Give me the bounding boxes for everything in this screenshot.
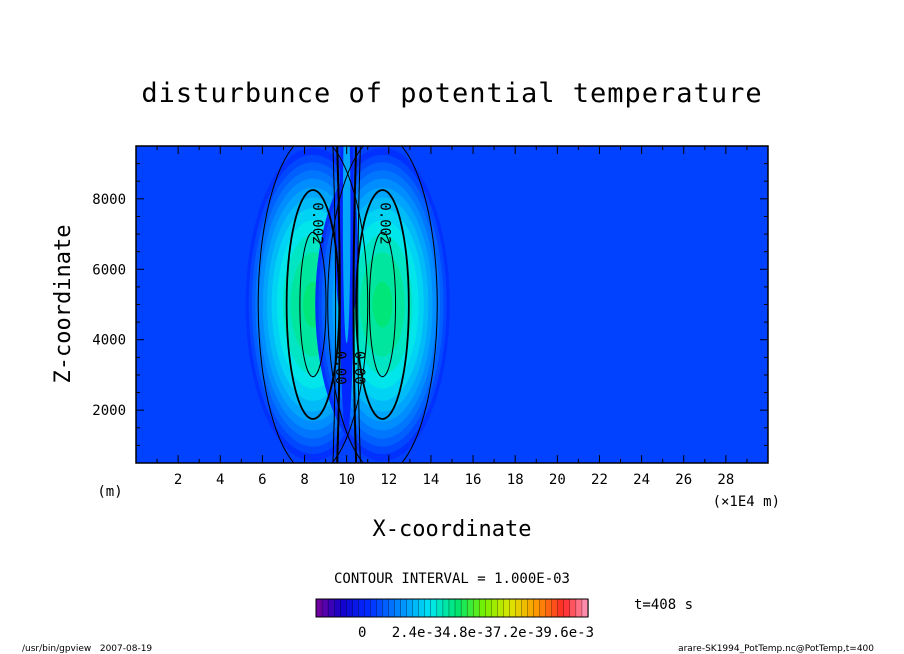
colorbar-swatch	[376, 598, 384, 618]
colorbar-swatch	[418, 598, 426, 618]
colorbar-swatch	[485, 598, 492, 618]
field-core	[342, 146, 351, 344]
contour-line	[357, 146, 361, 463]
y-tick-label: 8000	[92, 192, 126, 208]
colorbar-swatch	[479, 598, 486, 618]
x-tick-label: 10	[338, 472, 355, 488]
x-scale-label: (×1E4 m)	[713, 494, 780, 510]
x-tick-label: 18	[507, 472, 524, 488]
colorbar-swatch	[521, 598, 529, 618]
x-tick-label: 4	[216, 472, 224, 488]
contour-line	[352, 146, 358, 463]
colorbar-swatch	[569, 598, 577, 618]
colorbar-swatch	[533, 598, 541, 618]
x-tick-label: 28	[717, 472, 734, 488]
colorbar-swatch	[515, 598, 523, 618]
colorbar-swatch	[527, 598, 535, 618]
x-tick-label: 6	[258, 472, 266, 488]
colorbar-swatch	[315, 598, 323, 618]
contour-line	[355, 189, 410, 420]
colorbar-swatch	[563, 598, 571, 618]
colorbar-swatch	[406, 598, 414, 618]
colorbar-swatch	[539, 598, 547, 618]
y-tick-label: 4000	[92, 333, 126, 349]
colorbar-swatch	[442, 598, 450, 618]
colorbar-swatch	[333, 598, 341, 618]
colorbar-swatch	[346, 598, 353, 618]
colorbar-swatch	[460, 598, 468, 618]
colorbar-swatch	[352, 598, 359, 618]
contour-line	[299, 231, 327, 378]
colorbar-swatch	[557, 598, 565, 618]
colorbar-swatch	[424, 598, 432, 618]
plot-background	[136, 146, 768, 463]
contour-interval-label: CONTOUR INTERVAL = 1.000E-03	[334, 571, 570, 587]
colorbar-swatch	[358, 598, 366, 618]
x-tick-label: 24	[633, 472, 650, 488]
contour-label: 0.002	[309, 202, 325, 244]
y-tick-label: 6000	[92, 262, 126, 278]
contour-label: 0.00	[351, 351, 367, 385]
colorbar-swatch	[364, 598, 372, 618]
temperature-field	[245, 146, 450, 462]
x-axis-title: X-coordinate	[373, 517, 532, 542]
x-tick-label: 26	[675, 472, 692, 488]
colorbar-swatch	[340, 598, 347, 618]
contour-labels: 0.002 0.002 0.00 0.00	[309, 202, 392, 384]
contour-line	[257, 146, 369, 463]
x-unit-label: (m)	[97, 484, 122, 500]
x-axis: 2 4 6 8 10 12 14 16 18 20 22 24 26 28	[156, 146, 748, 488]
y-tick-label: 2000	[92, 403, 126, 419]
contour-line	[327, 146, 438, 463]
x-tick-label: 14	[423, 472, 440, 488]
footer-left: /usr/bin/gpview 2007-08-19	[22, 644, 152, 654]
contour-label: 0.00	[332, 351, 348, 385]
colorbar-swatch	[321, 598, 329, 618]
colorbar-swatch	[454, 598, 462, 618]
colorbar-swatch	[575, 598, 583, 618]
colorbar-swatch	[388, 598, 396, 618]
field-band	[372, 281, 393, 328]
x-tick-label: 16	[465, 472, 482, 488]
colorbar-frame	[315, 598, 589, 618]
chart-title: disturbunce of potential temperature	[141, 78, 762, 109]
colorbar-swatch	[448, 598, 456, 618]
colorbar-tick-labels: 0 2.4e-34.8e-37.2e-39.6e-3	[358, 625, 594, 641]
colorbar-swatch	[491, 598, 498, 618]
colorbar-swatch	[503, 598, 511, 618]
colorbar-swatch	[436, 598, 444, 618]
time-label: t=408 s	[634, 597, 693, 613]
contour-line	[336, 146, 341, 463]
x-tick-label: 2	[174, 472, 182, 488]
colorbar-swatch	[430, 598, 438, 618]
contour-line	[332, 146, 337, 463]
colorbar-swatch	[551, 598, 559, 618]
colorbar	[315, 598, 589, 618]
colorbar-swatch	[382, 598, 390, 618]
colorbar-swatch	[394, 598, 402, 618]
colorbar-swatch	[412, 598, 420, 618]
colorbar-swatch	[473, 598, 480, 618]
y-axis-title: Z-coordinate	[51, 225, 76, 384]
colorbar-swatch	[497, 598, 505, 618]
colorbar-swatch	[370, 598, 378, 618]
colorbar-swatch	[509, 598, 517, 618]
colorbar-swatch	[327, 598, 335, 618]
footer-right: arare-SK1994_PotTemp.nc@PotTemp,t=400	[678, 644, 874, 654]
colorbar-swatch	[545, 598, 553, 618]
contour-line	[368, 231, 397, 378]
x-tick-label: 12	[380, 472, 397, 488]
x-tick-label: 22	[591, 472, 608, 488]
colorbar-swatch	[400, 598, 408, 618]
colorbar-swatch	[466, 598, 474, 618]
contour-label: 0.002	[376, 202, 392, 244]
x-tick-label: 8	[300, 472, 308, 488]
y-axis: 2000 4000 6000 8000	[92, 163, 768, 446]
contour-lines	[257, 146, 438, 463]
x-tick-label: 20	[549, 472, 566, 488]
